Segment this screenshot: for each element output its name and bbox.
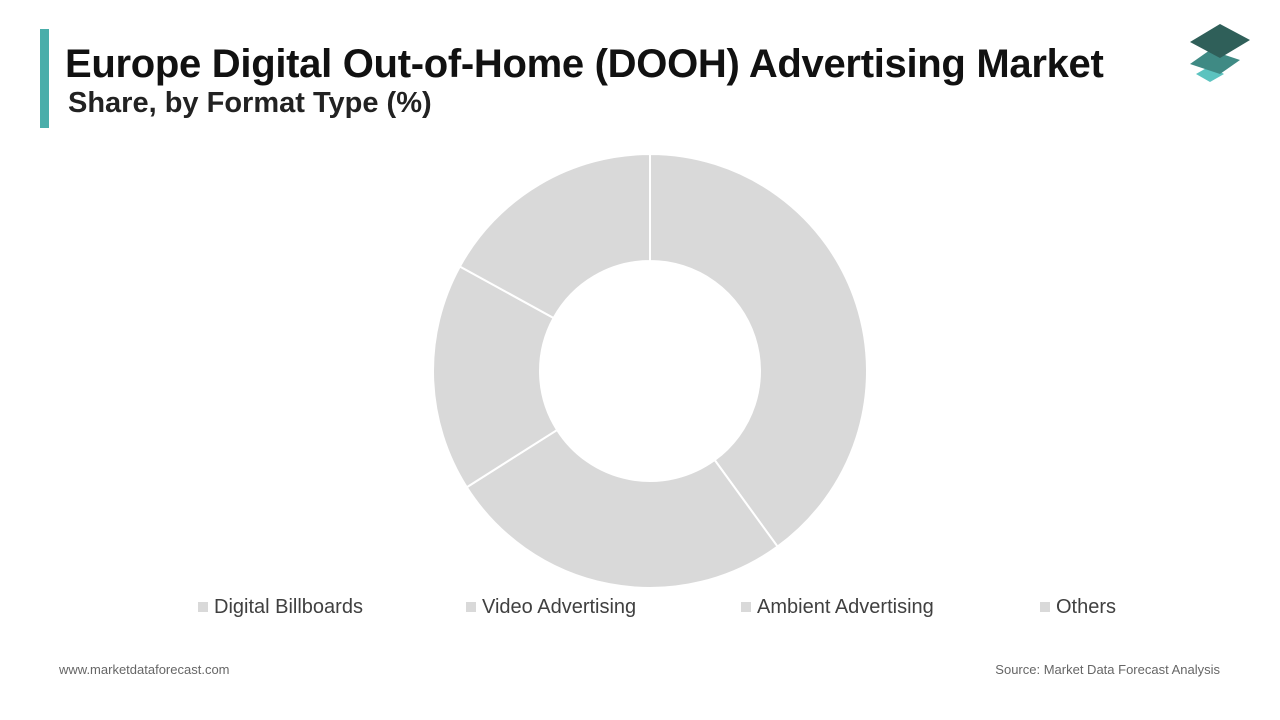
legend-item-others: Others <box>1040 594 1116 620</box>
donut-slice-video-advertising <box>465 428 779 589</box>
donut-slices <box>432 152 868 589</box>
legend-label: Ambient Advertising <box>757 595 934 618</box>
donut-slice-ambient-advertising <box>432 265 559 489</box>
legend-swatch <box>1040 602 1050 612</box>
title-accent-bar <box>40 29 49 128</box>
legend-label: Others <box>1056 595 1117 618</box>
logo-layer-top <box>1190 24 1250 58</box>
legend-swatch <box>466 602 476 612</box>
legend-label: Digital Billboards <box>214 595 363 618</box>
chart-subtitle: Share, by Format Type (%) <box>68 87 432 119</box>
donut-slice-digital-billboards <box>649 152 868 548</box>
legend-item-ambient-advertising: Ambient Advertising <box>741 594 934 620</box>
brand-logo-icon <box>1190 24 1250 82</box>
legend-swatch <box>741 602 751 612</box>
footer-website: www.marketdataforecast.com <box>59 662 230 677</box>
donut-slice-others <box>458 152 651 320</box>
legend-item-digital-billboards: Digital Billboards <box>198 594 363 620</box>
footer-source: Source: Market Data Forecast Analysis <box>995 662 1220 677</box>
chart-legend: Digital Billboards Video Advertising Amb… <box>0 594 1280 620</box>
legend-label: Video Advertising <box>482 595 637 618</box>
chart-title: Europe Digital Out-of-Home (DOOH) Advert… <box>65 42 1104 86</box>
legend-swatch <box>198 602 208 612</box>
legend-item-video-advertising: Video Advertising <box>466 594 636 620</box>
logo-layer-middle <box>1190 50 1240 74</box>
